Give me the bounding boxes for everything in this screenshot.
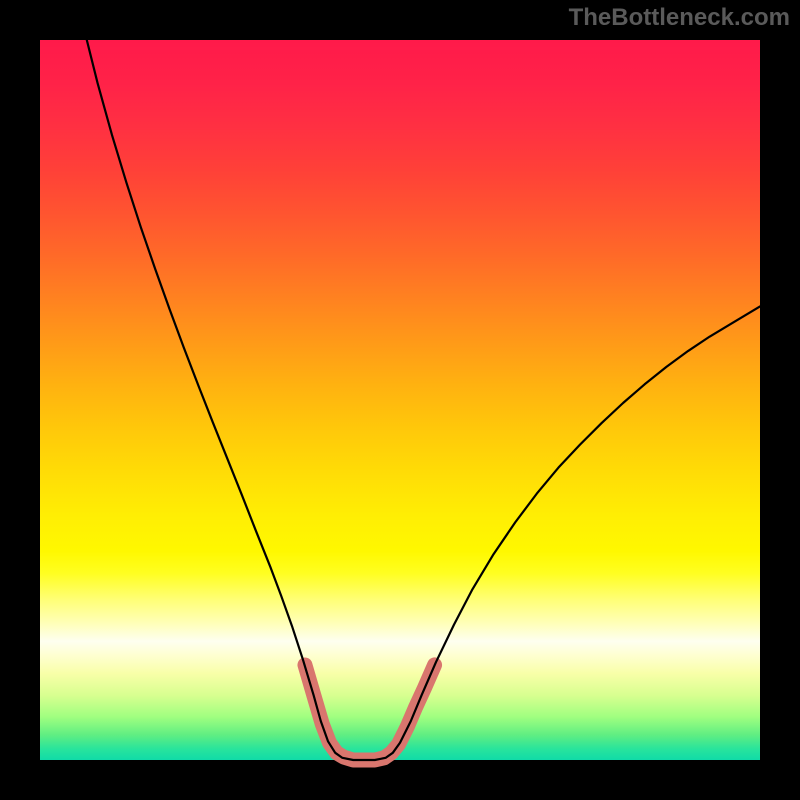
- bottleneck-chart: [0, 0, 800, 800]
- plot-gradient-area: [40, 40, 760, 760]
- watermark-text: TheBottleneck.com: [569, 4, 790, 32]
- chart-container: { "meta": { "watermark_text": "TheBottle…: [0, 0, 800, 800]
